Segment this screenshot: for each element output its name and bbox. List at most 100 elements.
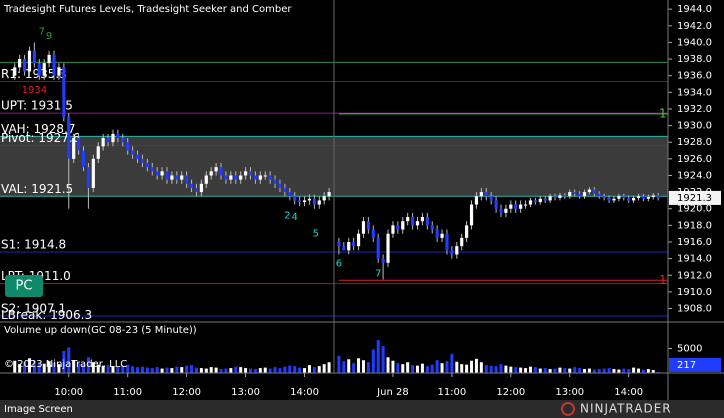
candle-body bbox=[312, 198, 316, 205]
level-label: R1: 1935.3 bbox=[1, 67, 67, 81]
candle-body bbox=[445, 233, 449, 251]
x-tick-label: 14:00 bbox=[290, 387, 319, 398]
volume-bar bbox=[180, 367, 184, 373]
candle-body bbox=[189, 183, 194, 188]
volume-bar bbox=[406, 362, 410, 373]
candle-body bbox=[317, 200, 321, 205]
candle-body bbox=[106, 138, 110, 143]
pc-button[interactable] bbox=[5, 275, 43, 297]
volume-bar bbox=[199, 368, 203, 373]
y-tick-label: 1932.0 bbox=[677, 104, 712, 115]
volume-bar bbox=[533, 367, 537, 373]
volume-bar bbox=[214, 367, 218, 373]
volume-bar bbox=[352, 363, 356, 373]
candle-body bbox=[553, 196, 557, 198]
candle-body bbox=[617, 196, 621, 199]
candle-body bbox=[27, 50, 32, 72]
volume-bar bbox=[587, 368, 591, 373]
candle-body bbox=[160, 171, 164, 176]
candle-body bbox=[528, 200, 533, 205]
annotation: 9 bbox=[46, 31, 52, 42]
candle-body bbox=[47, 54, 51, 64]
volume-bar bbox=[597, 369, 601, 373]
volume-bar bbox=[637, 368, 641, 373]
candle-body bbox=[361, 221, 366, 234]
volume-bar bbox=[37, 363, 41, 373]
volume-bar bbox=[519, 367, 523, 373]
volume-bar bbox=[425, 366, 429, 373]
candle-body bbox=[150, 167, 154, 172]
candle-body bbox=[347, 241, 351, 251]
volume-bar bbox=[592, 369, 596, 373]
candle-body bbox=[37, 63, 41, 76]
volume-bar bbox=[234, 366, 238, 373]
volume-bar bbox=[641, 369, 645, 373]
candle-body bbox=[219, 167, 223, 176]
axes: 1908.0 1910.0 1912.0 1914.0 1916.0 1918.0 1920… bbox=[13, 4, 721, 398]
candle-body bbox=[234, 175, 238, 180]
annotation: 7 bbox=[39, 27, 45, 38]
candle-body bbox=[302, 200, 307, 203]
volume-bar bbox=[573, 367, 577, 373]
candle-body bbox=[170, 175, 174, 180]
copyright: © 2023 NinjaTrader, LLC bbox=[4, 359, 127, 370]
x-tick-label: 13:00 bbox=[231, 387, 260, 398]
volume-bar bbox=[568, 368, 572, 373]
candle-body bbox=[243, 171, 248, 176]
volume-bar bbox=[440, 363, 444, 373]
status-label: Image Screen bbox=[4, 404, 73, 415]
volume-bar bbox=[32, 360, 36, 373]
candle-body bbox=[582, 192, 587, 197]
volume-bar bbox=[347, 359, 351, 373]
volume-bar bbox=[150, 368, 154, 373]
volume-bar bbox=[602, 368, 606, 373]
volume-bar bbox=[327, 362, 331, 373]
x-tick-label: Jun 28 bbox=[376, 387, 409, 398]
volume-bar bbox=[632, 367, 636, 373]
volume-bar bbox=[96, 364, 100, 373]
volume-bar bbox=[450, 353, 454, 373]
candle-body bbox=[67, 117, 71, 159]
candle-body bbox=[391, 225, 395, 234]
candle-body bbox=[342, 246, 346, 251]
volume-bar bbox=[249, 368, 252, 373]
candle-body bbox=[337, 241, 341, 247]
candle-body bbox=[121, 138, 125, 143]
pc-button-label[interactable]: PC bbox=[16, 279, 33, 294]
candle-body bbox=[185, 175, 189, 184]
volume-bar bbox=[121, 365, 125, 373]
candle-body bbox=[194, 187, 199, 193]
volume-bar bbox=[57, 364, 61, 373]
volume-bar bbox=[126, 364, 130, 373]
candle-body bbox=[396, 225, 400, 230]
volume-bar bbox=[494, 366, 498, 373]
volume-bar bbox=[253, 369, 257, 373]
candle-body bbox=[258, 175, 262, 180]
volume-title: Volume up down(GC 08-23 (5 Minute)) bbox=[4, 325, 197, 336]
volume-bar bbox=[509, 366, 513, 373]
logo-icon bbox=[561, 402, 575, 416]
candle-body bbox=[484, 192, 488, 197]
volume-bar bbox=[465, 364, 469, 373]
volume-bar bbox=[239, 367, 243, 373]
volume-bar bbox=[278, 368, 282, 373]
volume-bar bbox=[283, 366, 287, 373]
candle-body bbox=[406, 217, 410, 222]
volume-bar bbox=[337, 355, 341, 373]
volume-bar bbox=[445, 361, 449, 373]
x-tick-label: 12:00 bbox=[172, 387, 201, 398]
candle-body bbox=[239, 175, 243, 180]
volume-bar bbox=[479, 362, 483, 373]
volume-bar bbox=[514, 367, 518, 373]
volume-bar bbox=[229, 368, 233, 373]
y-tick-label: 1916.0 bbox=[677, 237, 712, 248]
candle-body bbox=[636, 196, 641, 198]
volume-bar bbox=[361, 360, 365, 373]
y-tick-label: 1928.0 bbox=[677, 137, 712, 148]
y-tick-label: 5000 bbox=[677, 343, 702, 354]
x-tick-label: 11:00 bbox=[113, 387, 142, 398]
candle-body bbox=[627, 197, 631, 201]
level-label: LBreak: 1906.3 bbox=[1, 308, 92, 322]
volume-bar bbox=[656, 371, 660, 373]
